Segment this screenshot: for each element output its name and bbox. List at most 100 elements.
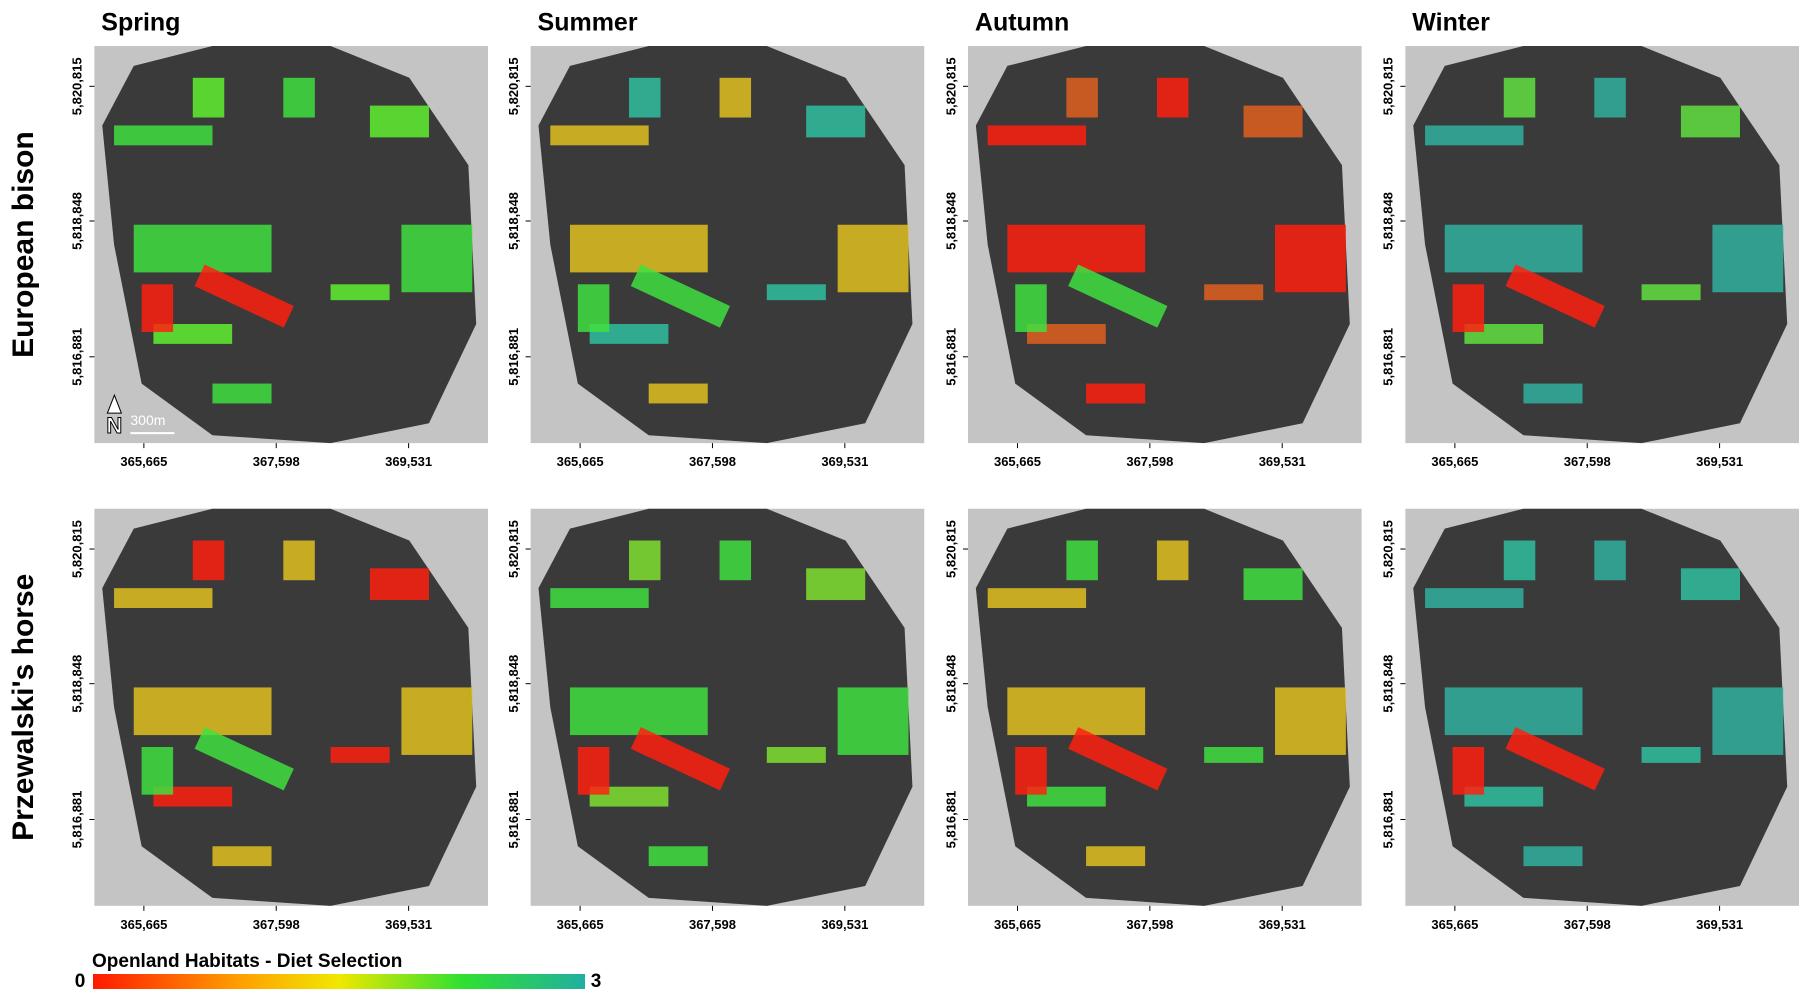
habitat-patch (133, 687, 272, 736)
habitat-patch (1594, 77, 1626, 118)
habitat-patch (630, 727, 731, 791)
habitat-patch (577, 284, 610, 332)
habitat-patch (766, 284, 826, 301)
y-tick-label: 5,816,881 (506, 791, 521, 849)
habitat-patch (987, 125, 1087, 146)
habitat-patch (1007, 224, 1146, 273)
habitat-patch (1086, 383, 1146, 404)
habitat-patch (212, 846, 272, 867)
x-tick-label: 369,531 (1696, 917, 1743, 932)
x-tick-label: 367,598 (1564, 454, 1611, 469)
x-tick-label: 365,665 (557, 454, 604, 469)
habitat-patch (1523, 383, 1583, 404)
habitat-patch (1204, 284, 1264, 301)
map-panel (530, 508, 925, 906)
habitat-patch (283, 540, 315, 581)
habitat-patch (401, 224, 473, 293)
habitat-patch (1444, 224, 1583, 273)
x-tick-label: 369,531 (821, 454, 868, 469)
habitat-patch (1444, 687, 1583, 736)
habitat-patch (192, 540, 225, 581)
legend-min: 0 (75, 971, 86, 992)
legend-max: 3 (591, 971, 602, 992)
habitat-patch (1594, 540, 1626, 581)
habitat-patch (1503, 77, 1536, 118)
column-title: Spring (101, 9, 180, 37)
habitat-patch (1641, 746, 1701, 763)
habitat-patch (1523, 846, 1583, 867)
habitat-patch (1503, 540, 1536, 581)
y-tick-label: 5,816,881 (943, 328, 958, 386)
habitat-patch (648, 846, 708, 867)
y-tick-label: 5,820,815 (70, 520, 85, 578)
habitat-patch (1066, 540, 1098, 581)
habitat-patch (550, 588, 649, 609)
y-tick-label: 5,820,815 (70, 57, 85, 115)
x-tick-label: 367,598 (1564, 917, 1611, 932)
habitat-patch (630, 264, 731, 328)
habitat-patch (629, 77, 661, 118)
y-tick-label: 5,818,848 (943, 192, 958, 250)
habitat-patch (987, 588, 1087, 609)
x-tick-label: 367,598 (689, 454, 736, 469)
x-tick-label: 365,665 (1431, 917, 1478, 932)
habitat-patch (330, 746, 390, 763)
y-tick-label: 5,818,848 (943, 655, 958, 713)
habitat-patch (1243, 568, 1303, 601)
x-tick-label: 365,665 (120, 454, 167, 469)
habitat-patch (837, 687, 909, 755)
habitat-patch (1156, 77, 1189, 118)
habitat-patch (1425, 588, 1524, 609)
map-panel (1405, 508, 1800, 906)
habitat-patch (1066, 77, 1098, 118)
habitat-patch (114, 588, 213, 609)
habitat-patch (369, 568, 429, 601)
y-tick-label: 5,818,848 (1381, 655, 1396, 713)
habitat-patch (401, 687, 473, 755)
x-tick-label: 365,665 (557, 917, 604, 932)
habitat-patch (629, 540, 661, 581)
habitat-patch (141, 746, 174, 795)
row-title: European bison (7, 131, 40, 358)
x-tick-label: 365,665 (994, 454, 1041, 469)
habitat-patch (1007, 687, 1146, 736)
habitat-patch (1275, 224, 1346, 293)
y-tick-label: 5,820,815 (506, 520, 521, 578)
habitat-patch (330, 284, 390, 301)
north-label: N (106, 413, 122, 438)
habitat-patch (114, 125, 213, 146)
habitat-patch (194, 727, 294, 791)
y-tick-label: 5,816,881 (70, 791, 85, 849)
north-arrow (106, 393, 123, 414)
habitat-patch (1464, 786, 1544, 807)
habitat-patch (1275, 687, 1346, 755)
habitat-patch (806, 105, 866, 138)
legend-colorbar (93, 974, 585, 989)
y-tick-label: 5,818,848 (1381, 192, 1396, 250)
scale-label: 300m (130, 412, 165, 428)
habitat-patch (1680, 568, 1740, 601)
column-title: Summer (538, 9, 638, 37)
y-tick-label: 5,816,881 (1381, 328, 1396, 386)
habitat-patch (1243, 105, 1303, 138)
column-title: Winter (1412, 9, 1490, 37)
map-panel (967, 508, 1362, 906)
map-panel (530, 46, 925, 444)
habitat-patch (1452, 284, 1485, 332)
habitat-patch (1425, 125, 1524, 146)
habitat-patch (283, 77, 315, 118)
habitat-patch (1712, 224, 1784, 293)
y-tick-label: 5,816,881 (506, 328, 521, 386)
map-panel (967, 46, 1362, 444)
column-title: Autumn (975, 9, 1069, 37)
habitat-patch (1068, 264, 1168, 328)
y-tick-label: 5,816,881 (70, 328, 85, 386)
habitat-patch (719, 540, 752, 581)
habitat-patch (1027, 786, 1106, 807)
legend-title: Openland Habitats - Diet Selection (92, 951, 402, 972)
habitat-patch (577, 746, 610, 795)
y-tick-label: 5,820,815 (1381, 520, 1396, 578)
habitat-patch (837, 224, 909, 293)
habitat-patch (212, 383, 272, 404)
habitat-patch (766, 746, 826, 763)
